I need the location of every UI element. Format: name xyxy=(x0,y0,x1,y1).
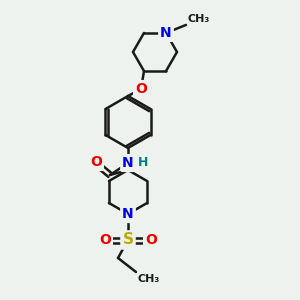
Text: S: S xyxy=(122,232,134,247)
Text: CH₃: CH₃ xyxy=(188,14,210,24)
Text: N: N xyxy=(122,207,134,221)
Text: O: O xyxy=(99,233,111,247)
Text: N: N xyxy=(122,156,134,170)
Text: H: H xyxy=(138,155,148,169)
Text: O: O xyxy=(145,233,157,247)
Text: N: N xyxy=(160,26,172,40)
Text: O: O xyxy=(90,155,102,169)
Text: O: O xyxy=(135,82,147,96)
Text: CH₃: CH₃ xyxy=(138,274,160,284)
